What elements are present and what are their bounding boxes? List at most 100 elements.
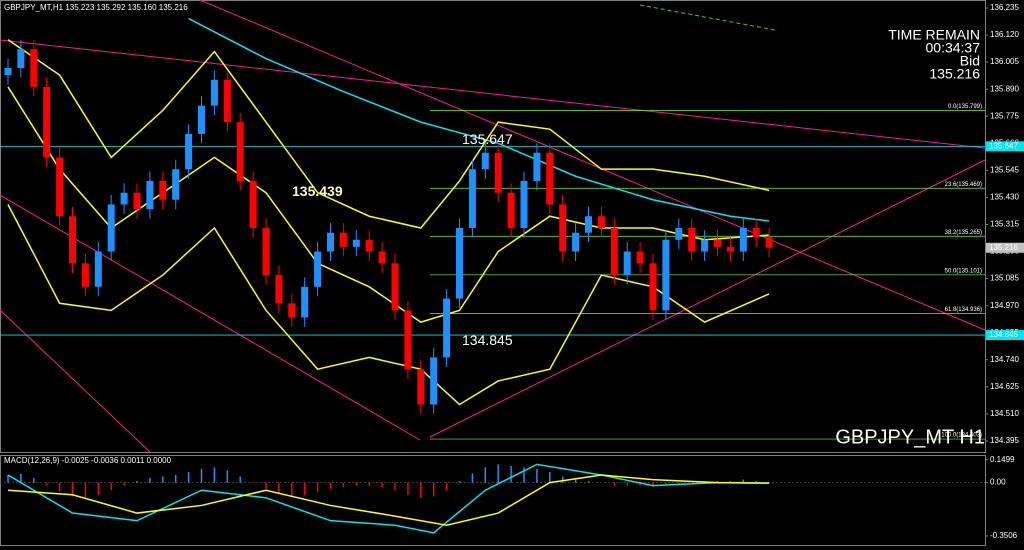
y-tick-label: 134.970 xyxy=(990,301,1019,310)
y-tick-label: 134.395 xyxy=(990,436,1019,445)
candle-body xyxy=(327,232,334,252)
candle-body xyxy=(69,216,76,264)
candle-body xyxy=(120,192,128,205)
macd-label: MACD(12,26,9) -0.0025 -0.0036 0.0011 0.0… xyxy=(4,456,172,465)
candle-body xyxy=(546,152,554,205)
candle-body xyxy=(172,169,180,200)
candle-body xyxy=(288,303,296,318)
candle-body xyxy=(662,239,670,311)
candle-body xyxy=(559,204,567,252)
chart-title: GBPJPY_MT,H1 135.223 135.292 135.160 135… xyxy=(4,3,188,12)
candle-body xyxy=(275,275,283,304)
y-tick-label: 135.775 xyxy=(990,111,1019,120)
candle-body xyxy=(481,152,489,170)
candle-body xyxy=(133,192,141,210)
fib-label: 100.0(134.403) xyxy=(941,433,982,439)
candle-body xyxy=(572,232,580,252)
candle-body xyxy=(675,228,683,240)
candle-body xyxy=(430,357,438,405)
candle-body xyxy=(352,239,360,247)
y-tick-label: 0.1499 xyxy=(990,455,1015,464)
candle-body xyxy=(726,246,734,252)
price-tag-label: 135.647 xyxy=(989,141,1018,150)
candle-body xyxy=(494,152,502,193)
candle-body xyxy=(236,122,244,181)
y-tick-label: 136.120 xyxy=(990,30,1019,39)
y-tick-label: 134.625 xyxy=(990,382,1019,391)
candle-body xyxy=(404,310,412,370)
candle-body xyxy=(520,180,528,228)
candle-body xyxy=(649,263,657,311)
y-tick-label: 134.510 xyxy=(990,409,1019,418)
main-frame xyxy=(0,0,986,453)
candle-body xyxy=(533,152,541,181)
price-tag xyxy=(986,141,1024,152)
candle-body xyxy=(249,180,257,228)
candle-body xyxy=(456,228,463,299)
y-tick-label: 135.430 xyxy=(990,193,1019,202)
annotation: 134.845 xyxy=(462,332,513,348)
y-tick-label: 135.545 xyxy=(990,165,1019,174)
candle-body xyxy=(94,251,102,287)
candle-body xyxy=(507,192,515,228)
candle-body xyxy=(56,157,64,217)
trendline xyxy=(429,159,986,438)
y-tick-label: 0.00 xyxy=(990,478,1006,487)
candle-body xyxy=(701,239,709,252)
candle-body xyxy=(314,251,322,287)
price-tag-label: 134.845 xyxy=(989,330,1018,339)
candle-body xyxy=(43,86,51,158)
info-line: TIME REMAIN xyxy=(888,27,980,43)
candle-body xyxy=(301,286,309,318)
price-tag xyxy=(986,330,1024,341)
price-tag xyxy=(986,242,1024,253)
info-line: 135.216 xyxy=(929,66,980,82)
macd-frame xyxy=(0,455,986,546)
candle-body xyxy=(4,68,12,76)
candle-body xyxy=(585,216,592,233)
annotation: 135.647 xyxy=(462,131,513,147)
indicator-line xyxy=(7,39,770,229)
y-tick-label: 134.740 xyxy=(990,355,1019,364)
candle-body xyxy=(223,79,231,123)
candle-body xyxy=(365,239,373,252)
candle-body xyxy=(185,133,193,170)
indicator-line xyxy=(7,463,770,534)
y-tick-label: 135.315 xyxy=(990,220,1019,229)
candle-body xyxy=(17,49,25,68)
candle-body xyxy=(443,298,451,358)
fib-label: 61.8(134.936) xyxy=(945,307,982,313)
info-line: Bid xyxy=(960,53,980,69)
price-tag-label: 135.216 xyxy=(989,243,1018,252)
candle-body xyxy=(81,263,89,287)
candle-body xyxy=(198,105,205,134)
candle-body xyxy=(391,263,399,311)
fib-label: 50.0(135.101) xyxy=(945,268,982,274)
y-tick-label: 136.235 xyxy=(990,3,1019,12)
candle-body xyxy=(739,228,747,252)
candle-body xyxy=(610,228,618,276)
symbol-label: GBPJPY_MT H1 xyxy=(835,426,985,448)
candle-body xyxy=(107,204,115,252)
candle-body xyxy=(339,232,347,247)
y-tick-label: -0.3506 xyxy=(990,531,1018,540)
indicator-line xyxy=(7,474,770,526)
trendline xyxy=(0,309,151,453)
candle-body xyxy=(752,228,760,238)
fib-label: 23.6(135.469) xyxy=(945,182,982,188)
candle-body xyxy=(146,180,154,210)
candle-body xyxy=(688,228,696,252)
main-panel xyxy=(0,17,985,440)
fib-label: 38.2(135.265) xyxy=(945,230,982,236)
trendline xyxy=(0,39,986,149)
candle-body xyxy=(30,49,38,87)
candle-body xyxy=(597,216,605,228)
candle-body xyxy=(262,228,270,276)
candle-body xyxy=(714,239,721,247)
info-line: 00:34:37 xyxy=(926,40,981,56)
fib-label: 0.0(135.799) xyxy=(948,104,982,110)
candle-body xyxy=(468,169,476,228)
candle-body xyxy=(623,251,631,276)
